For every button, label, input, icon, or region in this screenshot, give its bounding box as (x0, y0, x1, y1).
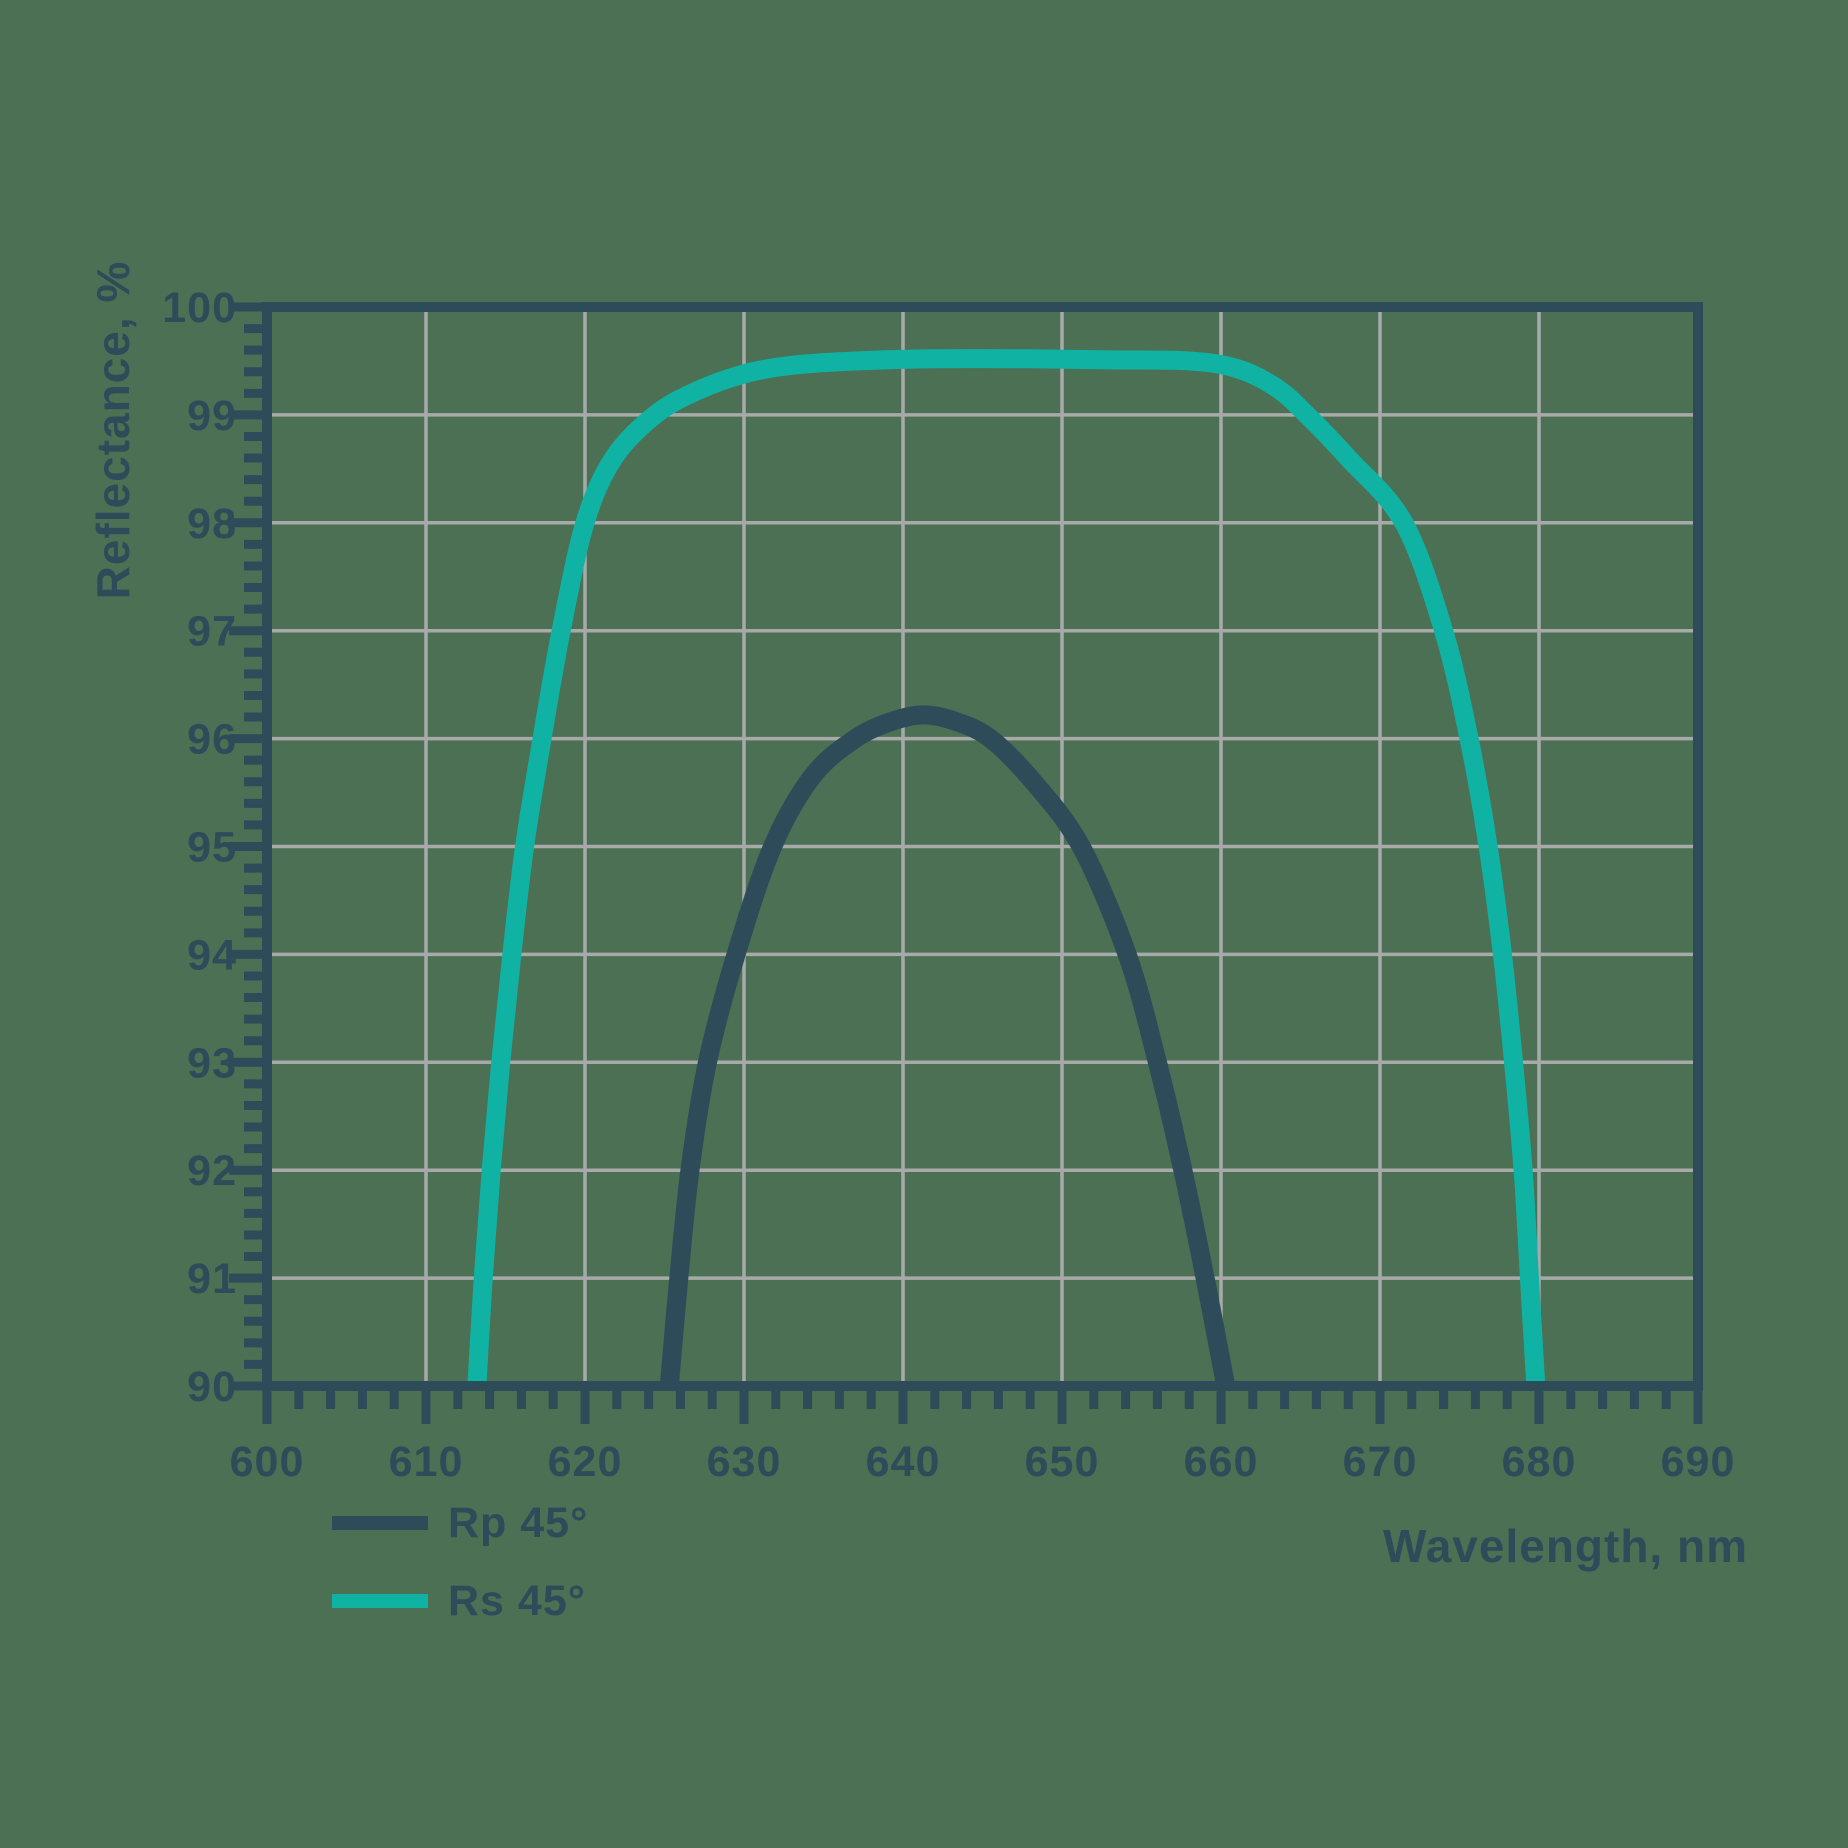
rp-line-swatch (332, 1516, 428, 1530)
tick-labels: 600 610 620 630 640 650 660 670 680 690 90 91 92 93 94… (162, 284, 1736, 1486)
series-rs-45- (467, 349, 1546, 1387)
x-tick-label: 640 (866, 1438, 941, 1486)
y-tick-label: 95 (187, 824, 237, 872)
rs-line-swatch (332, 1594, 428, 1608)
rs-legend-label: Rs 45° (448, 1576, 586, 1625)
x-tick-label: 660 (1184, 1438, 1259, 1486)
axis-ticks (229, 302, 1703, 1424)
x-tick-label: 680 (1502, 1438, 1577, 1486)
x-tick-label: 630 (707, 1438, 782, 1486)
y-tick-label: 93 (187, 1039, 237, 1087)
y-axis-title: Reflectance, % (87, 260, 139, 600)
x-axis-title: Wavelength, nm (1383, 1520, 1748, 1572)
x-tick-label: 620 (548, 1438, 623, 1486)
y-tick-label: 96 (187, 716, 237, 764)
series-rp-45- (659, 705, 1236, 1388)
legend-item-rp: Rp 45° (332, 1494, 588, 1552)
x-tick-label: 650 (1025, 1438, 1100, 1486)
x-tick-label: 690 (1661, 1438, 1736, 1486)
data-curves (467, 349, 1546, 1388)
x-tick-label: 670 (1343, 1438, 1418, 1486)
rp-legend-label: Rp 45° (448, 1498, 589, 1547)
legend-item-rs: Rs 45° (332, 1572, 588, 1630)
y-tick-label: 94 (187, 931, 237, 979)
y-tick-label: 99 (187, 392, 237, 440)
y-tick-label: 92 (187, 1147, 237, 1195)
x-tick-label: 600 (230, 1438, 305, 1486)
y-tick-label: 100 (162, 284, 237, 332)
y-tick-label: 91 (187, 1255, 237, 1303)
y-tick-label: 98 (187, 500, 237, 548)
legend: Rp 45° Rs 45° (332, 1494, 588, 1650)
x-tick-label: 610 (389, 1438, 464, 1486)
y-tick-label: 90 (187, 1363, 237, 1411)
y-tick-label: 97 (187, 608, 237, 656)
